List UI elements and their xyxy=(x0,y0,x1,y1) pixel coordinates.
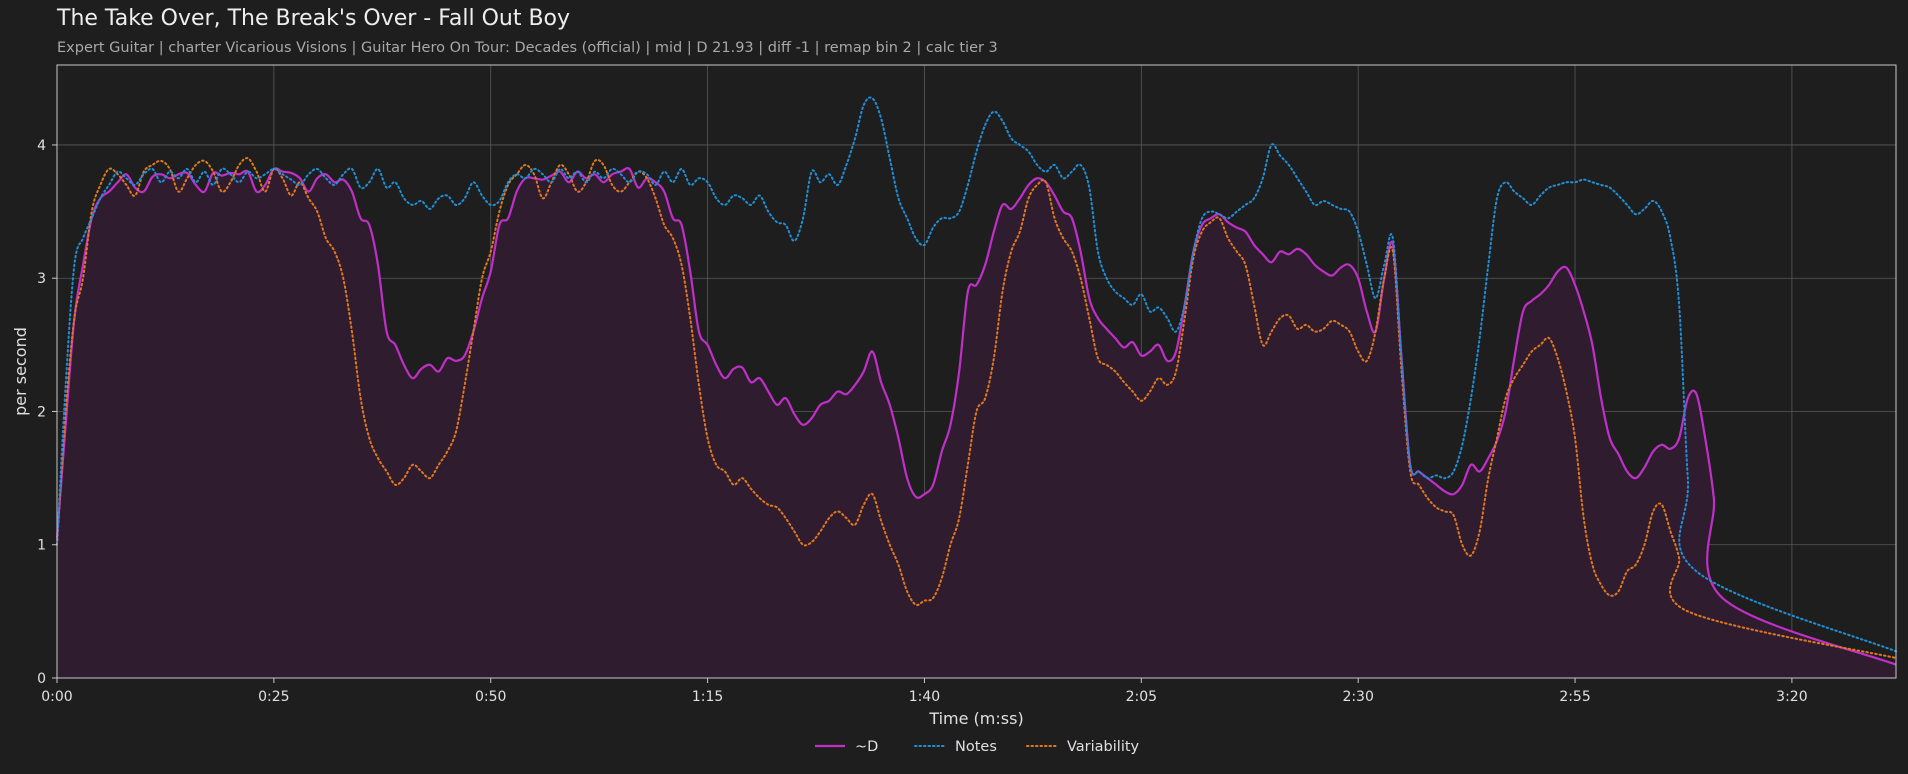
x-tick-label: 0:00 xyxy=(41,689,72,705)
x-tick-label: 2:30 xyxy=(1342,689,1373,705)
y-tick-label: 3 xyxy=(37,271,46,287)
y-tick-label: 1 xyxy=(37,538,46,554)
series-layer xyxy=(55,96,1897,666)
chart-title: The Take Over, The Break's Over - Fall O… xyxy=(57,6,571,31)
legend-label: Notes xyxy=(955,739,997,755)
ticks: 0:00 0:25 0:50 1:15 1:40 2:05 2:30 2:55 3:20 0 1 2 3… xyxy=(37,138,1808,705)
x-tick-label: 1:15 xyxy=(692,689,723,705)
legend-label: ~D xyxy=(855,739,878,755)
series-line-notes xyxy=(56,96,1897,653)
y-tick-label: 4 xyxy=(37,138,46,154)
x-tick-label: 0:50 xyxy=(475,689,506,705)
x-tick-label: 2:55 xyxy=(1559,689,1590,705)
x-tick-label: 0:25 xyxy=(258,689,289,705)
series-line-variability xyxy=(56,157,1897,660)
legend: ~D Notes Variability xyxy=(815,739,1140,755)
x-tick-label: 1:40 xyxy=(909,689,940,705)
series-line-d xyxy=(55,167,1897,666)
fill-layer xyxy=(57,168,1896,678)
x-axis-label: Time (m:ss) xyxy=(928,709,1023,728)
legend-label: Variability xyxy=(1067,739,1140,755)
x-tick-label: 3:20 xyxy=(1776,689,1807,705)
y-tick-label: 2 xyxy=(37,404,46,420)
chart-subtitle: Expert Guitar | charter Vicarious Vision… xyxy=(57,40,998,56)
plot-frame xyxy=(56,64,1897,679)
x-tick-label: 2:05 xyxy=(1126,689,1157,705)
y-tick-label: 0 xyxy=(37,671,46,687)
series-area-d xyxy=(57,168,1896,678)
y-axis-label: per second xyxy=(11,327,30,416)
